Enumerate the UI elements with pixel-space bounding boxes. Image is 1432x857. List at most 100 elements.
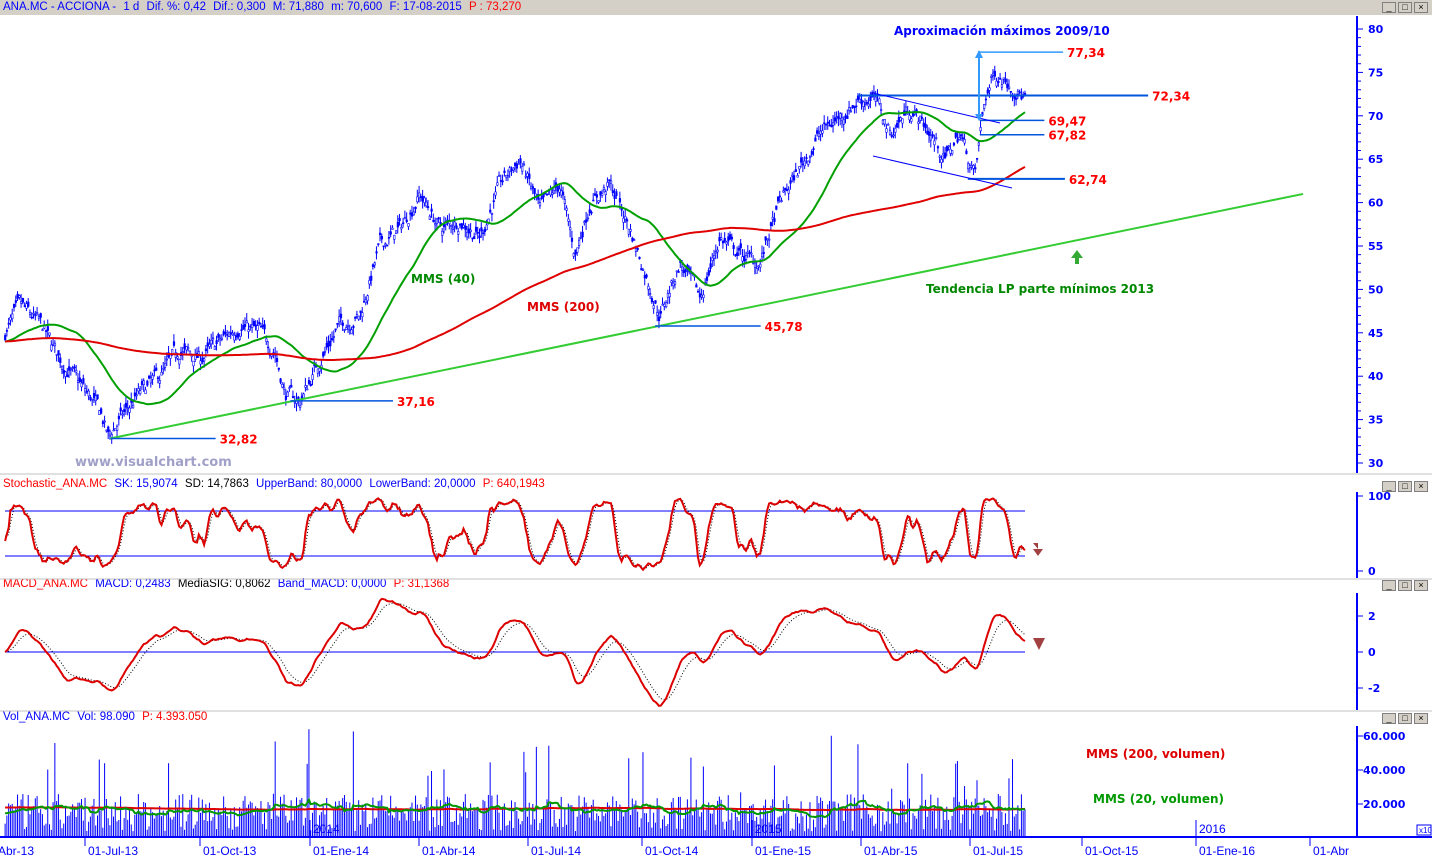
maximize-button[interactable]: □ — [1398, 580, 1412, 591]
price-candle — [165, 358, 168, 361]
price-candle — [577, 239, 581, 246]
price-candle — [888, 129, 892, 135]
price-candle — [483, 228, 487, 233]
price-candle — [466, 231, 469, 238]
price-candle — [435, 218, 439, 225]
maximize-button[interactable]: □ — [1398, 481, 1412, 492]
price-candle — [867, 103, 870, 107]
price-candle — [936, 146, 940, 149]
price-candle — [663, 303, 666, 307]
price-candle — [569, 227, 572, 231]
price-candle — [942, 153, 945, 156]
price-candle — [496, 182, 499, 186]
price-candle — [419, 196, 423, 198]
price-candle — [519, 158, 522, 164]
price-candle — [785, 189, 789, 191]
price-candle — [904, 106, 908, 112]
price-candle — [808, 156, 812, 159]
maximize-button[interactable]: □ — [1398, 713, 1412, 724]
price-candle — [103, 420, 106, 423]
macd-signal-line — [5, 602, 1026, 701]
price-candle — [737, 248, 741, 251]
price-candle — [4, 335, 7, 341]
price-candle — [235, 335, 238, 338]
price-candle — [453, 221, 456, 227]
price-candle — [835, 116, 838, 119]
price-candle — [132, 404, 135, 409]
minimize-button[interactable]: _ — [1382, 481, 1396, 492]
minimize-button[interactable]: _ — [1382, 2, 1396, 13]
close-button[interactable]: × — [1414, 481, 1428, 492]
arrow-up-icon — [975, 50, 983, 58]
price-candle — [938, 155, 941, 158]
price-candle — [402, 222, 405, 225]
price-candle — [983, 103, 986, 109]
minimize-button[interactable]: _ — [1382, 713, 1396, 724]
price-candle — [112, 429, 115, 432]
x-tick-label: 01-Jul-13 — [88, 844, 138, 857]
close-button[interactable]: × — [1414, 580, 1428, 591]
price-candle — [613, 195, 616, 199]
price-candle — [460, 223, 463, 229]
price-candle — [169, 354, 172, 359]
price-candle — [144, 389, 147, 395]
price-candle — [18, 295, 21, 298]
price-candle — [853, 106, 856, 109]
price-candle — [814, 137, 817, 142]
price-candle — [318, 368, 321, 372]
price-candle — [208, 343, 211, 347]
price-candle — [116, 425, 119, 431]
price-candle — [745, 255, 748, 260]
price-candle — [359, 310, 362, 313]
price-candle — [259, 325, 263, 328]
price-candle — [771, 216, 774, 220]
price-candle — [105, 429, 108, 432]
price-candle — [849, 110, 853, 113]
price-candle — [650, 298, 654, 303]
price-candle — [307, 380, 311, 385]
price-candle — [290, 384, 293, 388]
close-button[interactable]: × — [1414, 713, 1428, 724]
price-candle — [549, 189, 552, 196]
price-candle — [775, 205, 778, 210]
price-candle — [530, 185, 533, 190]
y-tick-label: 60 — [1368, 197, 1384, 210]
price-candle — [50, 344, 53, 351]
price-candle — [965, 150, 968, 154]
maximize-button[interactable]: □ — [1398, 2, 1412, 13]
price-candle — [856, 95, 860, 100]
price-candle — [521, 166, 524, 172]
price-candle — [725, 241, 728, 245]
price-candle — [325, 342, 328, 348]
scale-badge-label: x10 — [1419, 826, 1432, 835]
price-candle — [251, 323, 254, 328]
price-candle — [860, 99, 863, 105]
vol-name: Vol_ANA.MC — [3, 711, 71, 723]
title-bar — [0, 0, 1432, 15]
price-candle — [604, 191, 607, 196]
price-candle — [897, 117, 901, 123]
price-candle — [373, 262, 376, 266]
price-candle — [1009, 91, 1012, 93]
level-label: 69,47 — [1048, 114, 1086, 128]
price-candle — [92, 393, 96, 398]
minimize-button[interactable]: _ — [1382, 580, 1396, 591]
price-candle — [343, 329, 346, 331]
trendline — [109, 192, 1304, 440]
price-candle — [66, 374, 69, 378]
price-candle — [309, 383, 312, 386]
y-tick-label: 40 — [1368, 370, 1384, 383]
price-candle — [107, 426, 110, 433]
price-candle — [830, 124, 833, 128]
price-candle — [153, 369, 156, 372]
price-candle — [403, 216, 407, 220]
close-button[interactable]: × — [1414, 2, 1428, 13]
price-candle — [316, 368, 320, 374]
price-candle — [249, 325, 252, 328]
price-candle — [952, 142, 956, 146]
price-candle — [682, 270, 686, 274]
price-candle — [89, 396, 92, 400]
price-candle — [243, 323, 247, 327]
price-candle — [789, 180, 792, 184]
